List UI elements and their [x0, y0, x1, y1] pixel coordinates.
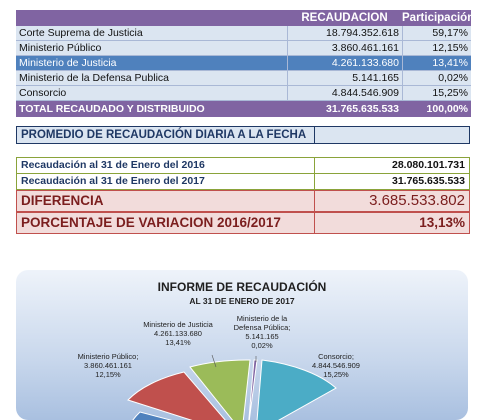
label-publico-pct: 12,15%: [95, 370, 121, 379]
chart-subtitle: AL 31 DE ENERO DE 2017: [189, 296, 295, 306]
table-row: Consorcio 4.844.546.909 15,25%: [16, 86, 471, 101]
label-defensa-value: 5.141.165: [245, 332, 279, 341]
recaudacion-2017-label: Recaudación al 31 de Enero del 2017: [17, 174, 315, 189]
label-justicia-pct: 13,41%: [165, 338, 191, 347]
recaudacion-2017-value: 31.765.635.533: [392, 175, 465, 187]
label-justicia: Ministerio de Justicia 4.261.133.680 13,…: [138, 320, 218, 347]
total-recaudacion: 31.765.635.533: [287, 101, 402, 117]
label-consorcio-name: Consorcio;: [318, 352, 354, 361]
recaudacion-cell: 18.794.352.618: [287, 26, 402, 41]
participacion-cell: 13,41%: [402, 56, 471, 71]
diferencia-label: DIFERENCIA: [17, 191, 315, 211]
label-consorcio: Consorcio; 4.844.546.909 15,25%: [298, 352, 374, 379]
label-publico-value: 3.860.461.161: [84, 361, 132, 370]
table-row: Ministerio de la Defensa Publica 5.141.1…: [16, 71, 471, 86]
table-row: Ministerio Público 3.860.461.161 12,15%: [16, 41, 471, 56]
recaudacion-cell: 5.141.165: [287, 71, 402, 86]
variacion-value: 13,13%: [419, 215, 465, 230]
variacion-label: PORCENTAJE DE VARIACION 2016/2017: [17, 213, 315, 233]
promedio-label: PROMEDIO DE RECAUDACIÓN DIARIA A LA FECH…: [17, 127, 315, 143]
table-row: Corte Suprema de Justicia 18.794.352.618…: [16, 26, 471, 41]
recaudacion-2017-row: Recaudación al 31 de Enero del 2017 31.7…: [16, 173, 470, 190]
diferencia-row: DIFERENCIA 3.685.533.802: [16, 190, 470, 212]
recaudacion-chart: INFORME DE RECAUDACIÓN AL 31 DE ENERO DE…: [16, 270, 468, 420]
table-row-selected: Ministerio de Justicia 4.261.133.680 13,…: [16, 56, 471, 71]
label-defensa-name2: Defensa Pública;: [233, 323, 291, 332]
variacion-row: PORCENTAJE DE VARIACION 2016/2017 13,13%: [16, 212, 470, 234]
recaudacion-cell: 4.844.546.909: [287, 86, 402, 101]
label-consorcio-pct: 15,25%: [323, 370, 349, 379]
participacion-cell: 15,25%: [402, 86, 471, 101]
recaudacion-cell: 3.860.461.161: [287, 41, 402, 56]
label-defensa: Ministerio de la Defensa Pública; 5.141.…: [230, 314, 294, 350]
header-recaudacion: RECAUDACION: [287, 10, 402, 26]
label-defensa-pct: 0,02%: [251, 341, 273, 350]
entidad-cell: Corte Suprema de Justicia: [16, 26, 287, 41]
label-publico: Ministerio Público; 3.860.461.161 12,15%: [72, 352, 144, 379]
label-defensa-name1: Ministerio de la: [236, 314, 288, 323]
entidad-cell: Ministerio de Justicia: [16, 56, 287, 71]
entidad-cell: Consorcio: [16, 86, 287, 101]
participacion-cell: 12,15%: [402, 41, 471, 56]
recaudacion-cell: 4.261.133.680: [287, 56, 402, 71]
label-consorcio-value: 4.844.546.909: [312, 361, 360, 370]
entidad-cell: Ministerio Público: [16, 41, 287, 56]
recaudacion-2016-value: 28.080.101.731: [392, 159, 465, 171]
header-bar-left: [16, 10, 287, 26]
label-leader-line: [211, 354, 217, 368]
recaudacion-2016-row: Recaudación al 31 de Enero del 2016 28.0…: [16, 157, 470, 174]
participacion-cell: 0,02%: [402, 71, 471, 86]
total-participacion: 100,00%: [402, 101, 471, 117]
total-row: TOTAL RECAUDADO Y DISTRIBUIDO 31.765.635…: [16, 101, 471, 117]
label-publico-name: Ministerio Público;: [77, 352, 139, 361]
label-justicia-name: Ministerio de Justicia: [143, 320, 213, 329]
diferencia-value: 3.685.533.802: [369, 192, 465, 209]
chart-title: INFORME DE RECAUDACIÓN: [157, 280, 327, 294]
participacion-cell: 59,17%: [402, 26, 471, 41]
promedio-box: PROMEDIO DE RECAUDACIÓN DIARIA A LA FECH…: [16, 126, 470, 144]
total-label: TOTAL RECAUDADO Y DISTRIBUIDO: [19, 103, 205, 115]
label-justicia-value: 4.261.133.680: [154, 329, 202, 338]
header-participacion: Participación: [402, 10, 475, 26]
entidad-cell: Ministerio de la Defensa Publica: [16, 71, 287, 86]
recaudacion-2016-label: Recaudación al 31 de Enero del 2016: [17, 158, 315, 173]
